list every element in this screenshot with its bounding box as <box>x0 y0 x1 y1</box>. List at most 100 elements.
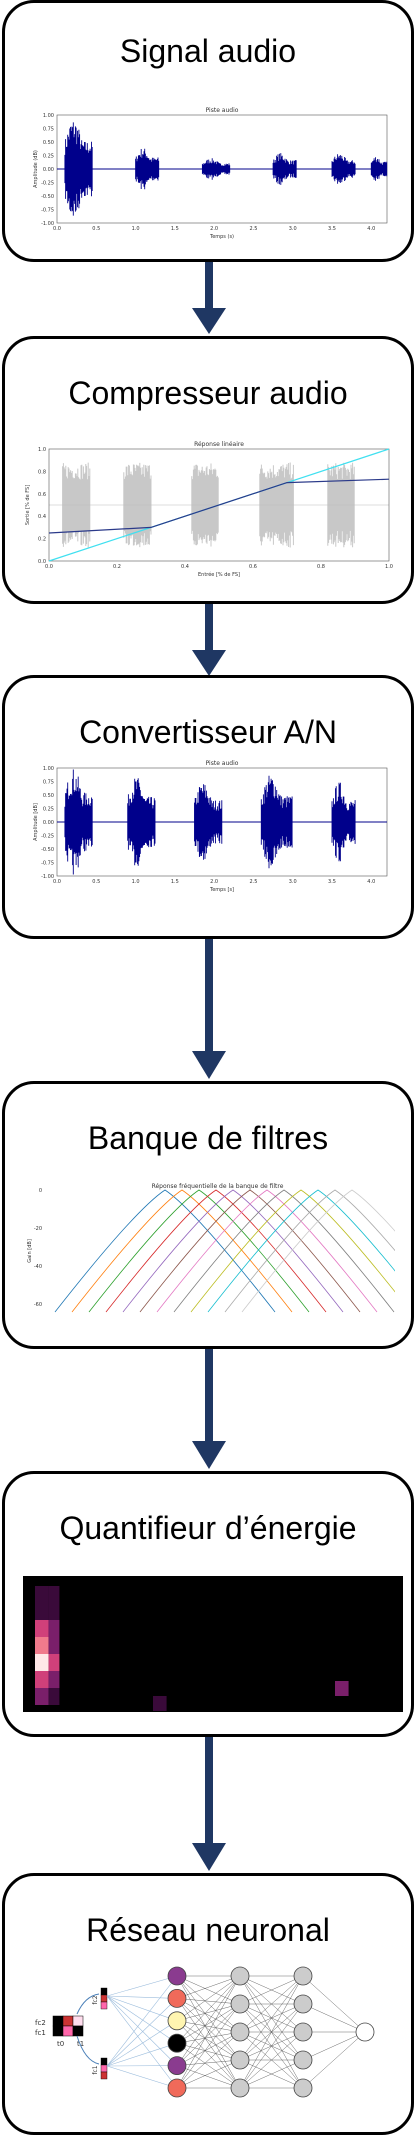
y-tick-label: 0.75 <box>43 780 54 786</box>
stage-title: Réseau neuronal <box>86 1912 330 1948</box>
heatmap-cell <box>35 1637 49 1654</box>
feature-bar <box>100 2064 108 2073</box>
y-tick-label: 0.8 <box>38 469 46 475</box>
heatmap-cell <box>48 1688 60 1705</box>
network-node <box>167 2078 187 2098</box>
chart-compresseur: Réponse linéaire Sortie [% de FS] Entrée [… <box>25 441 393 578</box>
feature-bar <box>100 2071 108 2080</box>
filter-response-curve <box>71 1189 293 1313</box>
input-edge <box>106 1995 178 2066</box>
network-edge <box>176 2031 241 2044</box>
arrow-down-icon <box>192 1349 226 1469</box>
feature-bar <box>100 1987 108 1996</box>
x-tick-label: 3.0 <box>289 879 297 885</box>
stage-box-convertisseur: Convertisseur A/N Piste audio Amplitude [… <box>2 675 414 939</box>
arrow-down-icon <box>192 262 226 334</box>
x-tick-label: 2.5 <box>249 226 257 232</box>
y-axis-label: Amplitude [dB] <box>33 803 39 841</box>
y-tick-label: -40 <box>34 1264 42 1270</box>
y-tick-label: 0.50 <box>43 140 54 146</box>
network-edge <box>176 2003 241 2066</box>
stage-box-compresseur: Compresseur audio Réponse linéaire Sortie… <box>2 336 414 604</box>
heatmap-cell <box>35 1671 49 1688</box>
network-edge <box>176 1975 241 2005</box>
x-tick-label: 4.0 <box>367 879 375 885</box>
x-axis-label: Temps (s) <box>209 234 234 240</box>
network-edge <box>176 1998 241 2005</box>
y-tick-label: 0 <box>39 1188 42 1194</box>
arrow-down-icon <box>192 604 226 676</box>
input-cell <box>62 2025 74 2037</box>
heatmap-cell <box>35 1654 49 1671</box>
y-tick-label: -60 <box>34 1302 42 1308</box>
stage-title: Convertisseur A/N <box>79 714 337 750</box>
y-tick-label: 0.00 <box>43 167 54 173</box>
y-tick-label: 1.00 <box>43 766 54 772</box>
network-edge <box>176 2043 241 2089</box>
input-edge <box>106 1998 178 2067</box>
filter-response-curve <box>190 1189 395 1313</box>
feature-bar <box>100 2057 108 2066</box>
connector-arrow <box>76 2035 100 2065</box>
y-tick-label: -0.75 <box>41 861 54 867</box>
input-edge <box>106 1975 178 1997</box>
network-edge <box>176 1975 241 2021</box>
network-edge <box>176 1975 241 2089</box>
network-edge <box>176 1975 241 1999</box>
heatmap-cell <box>48 1603 60 1620</box>
network-edge <box>176 2065 241 2089</box>
network-edge <box>302 2031 366 2061</box>
waveform-burst <box>127 778 156 866</box>
heatmap-cell <box>48 1637 60 1654</box>
heatmap-cell <box>35 1603 49 1620</box>
network-node <box>167 1966 187 1986</box>
filter-response-curve <box>241 1189 395 1313</box>
input-edge <box>106 1995 178 1999</box>
y-axis-label: Gain [dB] <box>27 1239 33 1263</box>
input-cell <box>52 2025 64 2037</box>
y-tick-label: -0.75 <box>41 208 54 214</box>
network-edge <box>176 2031 241 2066</box>
stage-box-signal-audio: Signal audio Piste audio Amplitude (dB) Te… <box>2 0 414 262</box>
network-edge <box>239 2031 304 2089</box>
y-tick-label: 0.00 <box>43 820 54 826</box>
input-edge <box>106 1995 178 2022</box>
filter-response-curve <box>139 1189 361 1313</box>
x-tick-label: 0.6 <box>249 564 257 570</box>
input-label-t1: t1 <box>77 2040 84 2048</box>
y-axis-label: Amplitude (dB) <box>33 150 39 188</box>
network-node <box>167 2011 187 2031</box>
network-edge <box>176 2003 241 2044</box>
network-edge <box>176 2020 241 2089</box>
waveform-burst <box>64 769 93 875</box>
heatmap-cell <box>48 1586 60 1603</box>
waveform-burst <box>272 153 297 185</box>
x-axis-label: Temps [s] <box>209 887 234 893</box>
chart-banque-filtres: Réponse fréquentielle de la banque de fi… <box>27 1183 395 1313</box>
input-cell <box>72 2025 84 2037</box>
x-tick-label: 3.5 <box>328 879 336 885</box>
filter-response-curve <box>105 1189 327 1313</box>
y-tick-label: 0.0 <box>38 559 46 565</box>
network-node <box>230 1994 250 2014</box>
input-edge <box>106 2042 178 2067</box>
filter-response-curve <box>122 1189 344 1313</box>
network-edge <box>302 1975 366 2033</box>
x-tick-label: 0.5 <box>92 879 100 885</box>
y-tick-label: -0.50 <box>41 847 54 853</box>
waveform-burst <box>194 784 223 860</box>
x-axis-label: Entrée [% de FS] <box>198 571 240 578</box>
waveform-burst <box>331 154 356 184</box>
feature-bar <box>100 2001 108 2010</box>
input-cell <box>52 2015 64 2027</box>
network-node <box>167 2056 187 2075</box>
heatmap-cell <box>35 1620 49 1637</box>
y-tick-label: 0.50 <box>43 793 54 799</box>
x-tick-label: 2.0 <box>210 879 218 885</box>
y-tick-label: 1.00 <box>43 113 54 119</box>
x-tick-label: 0.8 <box>317 564 325 570</box>
input-cell <box>62 2015 74 2027</box>
input-edge <box>106 1995 178 2089</box>
network-edge <box>239 1975 304 2089</box>
y-tick-label: 0.25 <box>43 807 54 813</box>
